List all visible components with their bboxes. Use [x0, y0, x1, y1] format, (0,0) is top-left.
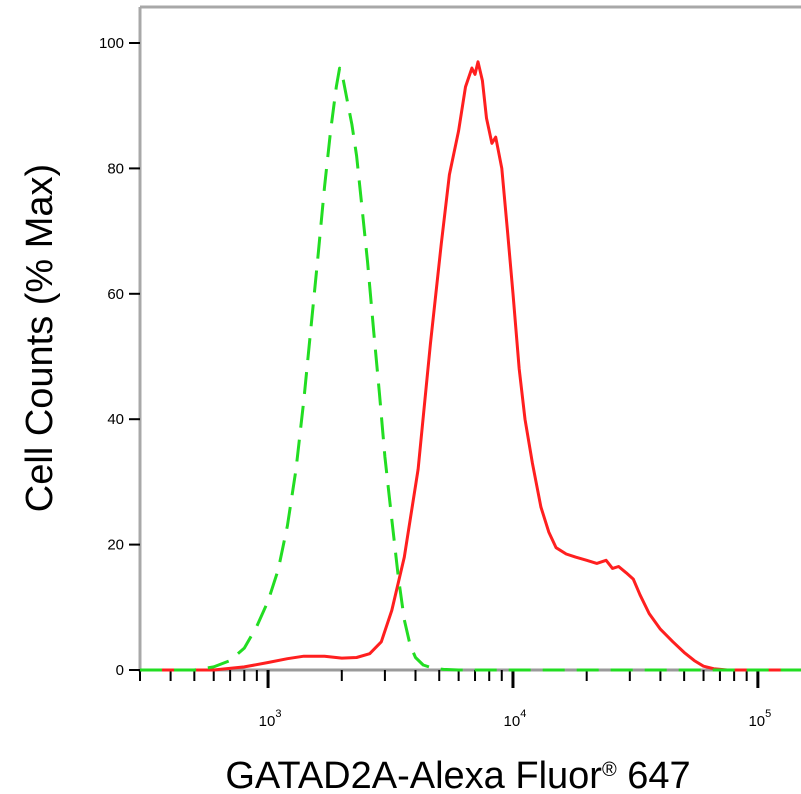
y-tick-label: 0 [116, 662, 124, 679]
stained-histogram-line [140, 60, 801, 672]
x-tick-label: 103 [259, 708, 282, 730]
x-axis-title-main: GATAD2A-Alexa Fluor [225, 755, 602, 794]
control-histogram-line [140, 66, 801, 672]
x-axis-title-registered-mark: ® [602, 759, 617, 781]
y-axis-ticks: 0 20 40 60 80 100 [99, 35, 140, 679]
x-axis-title-tail: 647 [617, 755, 691, 794]
y-tick-label: 60 [107, 286, 124, 303]
x-axis-title: GATAD2A-Alexa Fluor® 647 [225, 755, 690, 794]
x-tick-label: 105 [748, 708, 771, 730]
y-tick-label: 20 [107, 537, 124, 554]
y-tick-label: 100 [99, 35, 124, 52]
plot-frame [138, 5, 801, 672]
y-tick-label: 80 [107, 160, 124, 177]
x-axis-ticks: 103 104 105 [139, 670, 771, 730]
series-layer [140, 60, 801, 672]
y-axis-title: Cell Counts (% Max) [19, 164, 61, 512]
x-tick-label: 104 [504, 708, 527, 730]
y-tick-label: 40 [107, 411, 124, 428]
